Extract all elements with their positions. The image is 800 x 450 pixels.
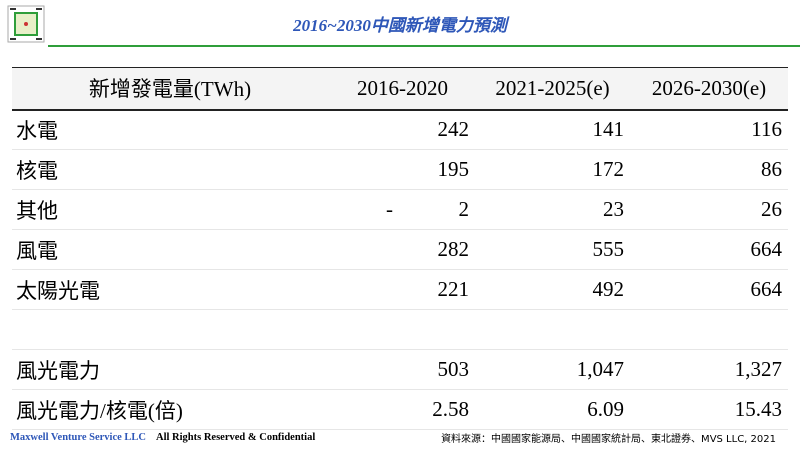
cell: 282	[330, 229, 475, 270]
split-cell: -2	[336, 197, 469, 222]
cell: 1,047	[475, 349, 630, 390]
table-row: 太陽光電 221 492 664	[12, 269, 788, 310]
cell: 492	[475, 269, 630, 310]
company: Maxwell Venture Service LLC	[10, 432, 146, 443]
cell: 141	[475, 109, 630, 150]
row-label: 風光電力	[12, 349, 330, 390]
empty-cell	[12, 309, 330, 350]
cell: 116	[630, 109, 788, 150]
rights: All Rights Reserved & Confidential	[156, 432, 316, 443]
cell: 555	[475, 229, 630, 270]
column-header: 2021-2025(e)	[475, 67, 630, 111]
cell: 664	[630, 269, 788, 310]
cell: 2.58	[330, 389, 475, 430]
footer-left: Maxwell Venture Service LLC All Rights Re…	[10, 432, 315, 443]
cell-part: -	[386, 197, 393, 221]
cell: 195	[330, 149, 475, 190]
cell: 1,327	[630, 349, 788, 390]
spacer-row	[12, 309, 788, 350]
cell: -2	[330, 189, 475, 230]
data-table: 新增發電量(TWh) 2016-2020 2021-2025(e) 2026-2030…	[12, 67, 788, 430]
cell: 664	[630, 229, 788, 270]
table-row: 其他 -2 23 26	[12, 189, 788, 230]
row-label: 核電	[12, 149, 330, 190]
table-row: 風電 282 555 664	[12, 229, 788, 270]
cell: 242	[330, 109, 475, 150]
cell: 221	[330, 269, 475, 310]
table-row: 風光電力 503 1,047 1,327	[12, 349, 788, 390]
table-row: 水電 242 141 116	[12, 109, 788, 150]
row-label: 其他	[12, 189, 330, 230]
cell: 86	[630, 149, 788, 190]
cell: 26	[630, 189, 788, 230]
row-label: 風電	[12, 229, 330, 270]
empty-cell	[475, 309, 630, 350]
empty-cell	[330, 309, 475, 350]
source-note: 資料來源：中國國家能源局、中國國家統計局、東北證券、MVS LLC, 2021	[441, 434, 776, 445]
row-label: 風光電力/核電(倍)	[12, 389, 330, 430]
table-row: 風光電力/核電(倍) 2.58 6.09 15.43	[12, 389, 788, 430]
cell: 172	[475, 149, 630, 190]
cell: 503	[330, 349, 475, 390]
row-label: 水電	[12, 109, 330, 150]
slide-title: 2016~2030中國新增電力預測	[293, 16, 507, 35]
column-header: 新增發電量(TWh)	[12, 67, 330, 111]
cell-part: 2	[458, 197, 470, 221]
header-row: 新增發電量(TWh) 2016-2020 2021-2025(e) 2026-2030…	[12, 67, 788, 111]
table-row: 核電 195 172 86	[12, 149, 788, 190]
logo	[7, 5, 45, 43]
row-label: 太陽光電	[12, 269, 330, 310]
divider	[48, 45, 800, 47]
column-header: 2016-2020	[330, 67, 475, 111]
empty-cell	[630, 309, 788, 350]
cell: 6.09	[475, 389, 630, 430]
cell: 23	[475, 189, 630, 230]
column-header: 2026-2030(e)	[630, 67, 788, 111]
cell: 15.43	[630, 389, 788, 430]
